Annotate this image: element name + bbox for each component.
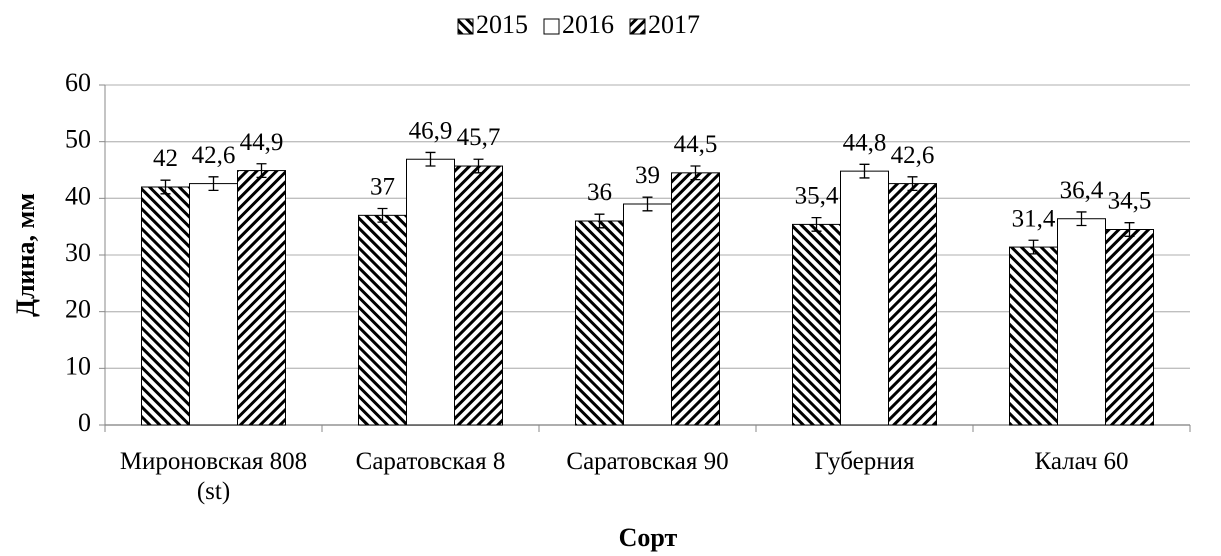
value-label: 44,9: [240, 129, 284, 156]
error-bar: [859, 163, 870, 179]
value-label: 37: [370, 174, 395, 201]
error-bar: [377, 207, 388, 223]
error-bar: [425, 151, 436, 167]
bar: [237, 170, 286, 426]
bar: [671, 172, 720, 426]
error-bar: [160, 179, 171, 195]
bar: [840, 170, 889, 426]
legend-swatch: [457, 18, 474, 35]
value-label: 46,9: [409, 117, 453, 144]
error-bar: [1028, 239, 1039, 255]
bar: [1009, 246, 1058, 426]
error-bar: [256, 163, 267, 179]
bar: [1105, 229, 1154, 426]
error-bar: [594, 213, 605, 229]
bar: [888, 183, 937, 426]
x-tick-label: Мироновская 808 (st): [119, 448, 308, 505]
error-bar: [1076, 211, 1087, 227]
error-bar: [208, 176, 219, 192]
y-tick-label: 0: [78, 408, 91, 437]
x-tick-label: Саратовская 8: [355, 448, 506, 475]
error-bar: [690, 165, 701, 181]
value-label: 42,6: [891, 142, 935, 169]
y-tick-label: 60: [65, 68, 91, 97]
bar: [406, 158, 455, 426]
value-label: 36: [587, 179, 612, 206]
value-label: 36,4: [1060, 177, 1104, 204]
legend-swatch: [629, 18, 646, 35]
y-tick-label: 40: [65, 181, 91, 210]
value-label: 31,4: [1012, 205, 1056, 232]
error-bar: [473, 158, 484, 174]
error-bar: [907, 176, 918, 192]
bar: [1057, 218, 1106, 426]
y-tick-label: 20: [65, 295, 91, 324]
bar: [792, 223, 841, 426]
legend-label: 2017: [648, 10, 700, 39]
bar: [189, 183, 238, 426]
value-label: 35,4: [795, 183, 839, 210]
bar: [141, 186, 190, 426]
y-axis-title: Длина, мм: [11, 193, 40, 317]
value-label: 44,5: [674, 131, 718, 158]
value-label: 34,5: [1108, 188, 1152, 215]
error-bar: [1124, 222, 1135, 237]
error-bar: [811, 216, 822, 232]
bar: [575, 220, 624, 426]
bar: [623, 203, 672, 426]
bar: [358, 214, 407, 426]
bar: [454, 165, 503, 426]
legend-swatch: [543, 18, 560, 35]
x-tick-label: Губерния: [814, 448, 915, 475]
value-label: 42,6: [192, 142, 236, 169]
y-tick-label: 50: [65, 125, 91, 154]
legend-label: 2016: [562, 10, 614, 39]
x-tick-label: Калач 60: [1034, 448, 1129, 475]
error-bar: [642, 196, 653, 212]
x-axis-title: Сорт: [619, 523, 678, 552]
x-tick-label: Саратовская 90: [566, 448, 729, 475]
value-label: 39: [635, 162, 660, 189]
y-tick-label: 10: [65, 351, 91, 380]
legend-label: 2015: [476, 10, 528, 39]
value-label: 44,8: [843, 129, 887, 156]
value-label: 42: [153, 145, 178, 172]
y-tick-label: 30: [65, 238, 91, 267]
value-label: 45,7: [457, 124, 501, 151]
